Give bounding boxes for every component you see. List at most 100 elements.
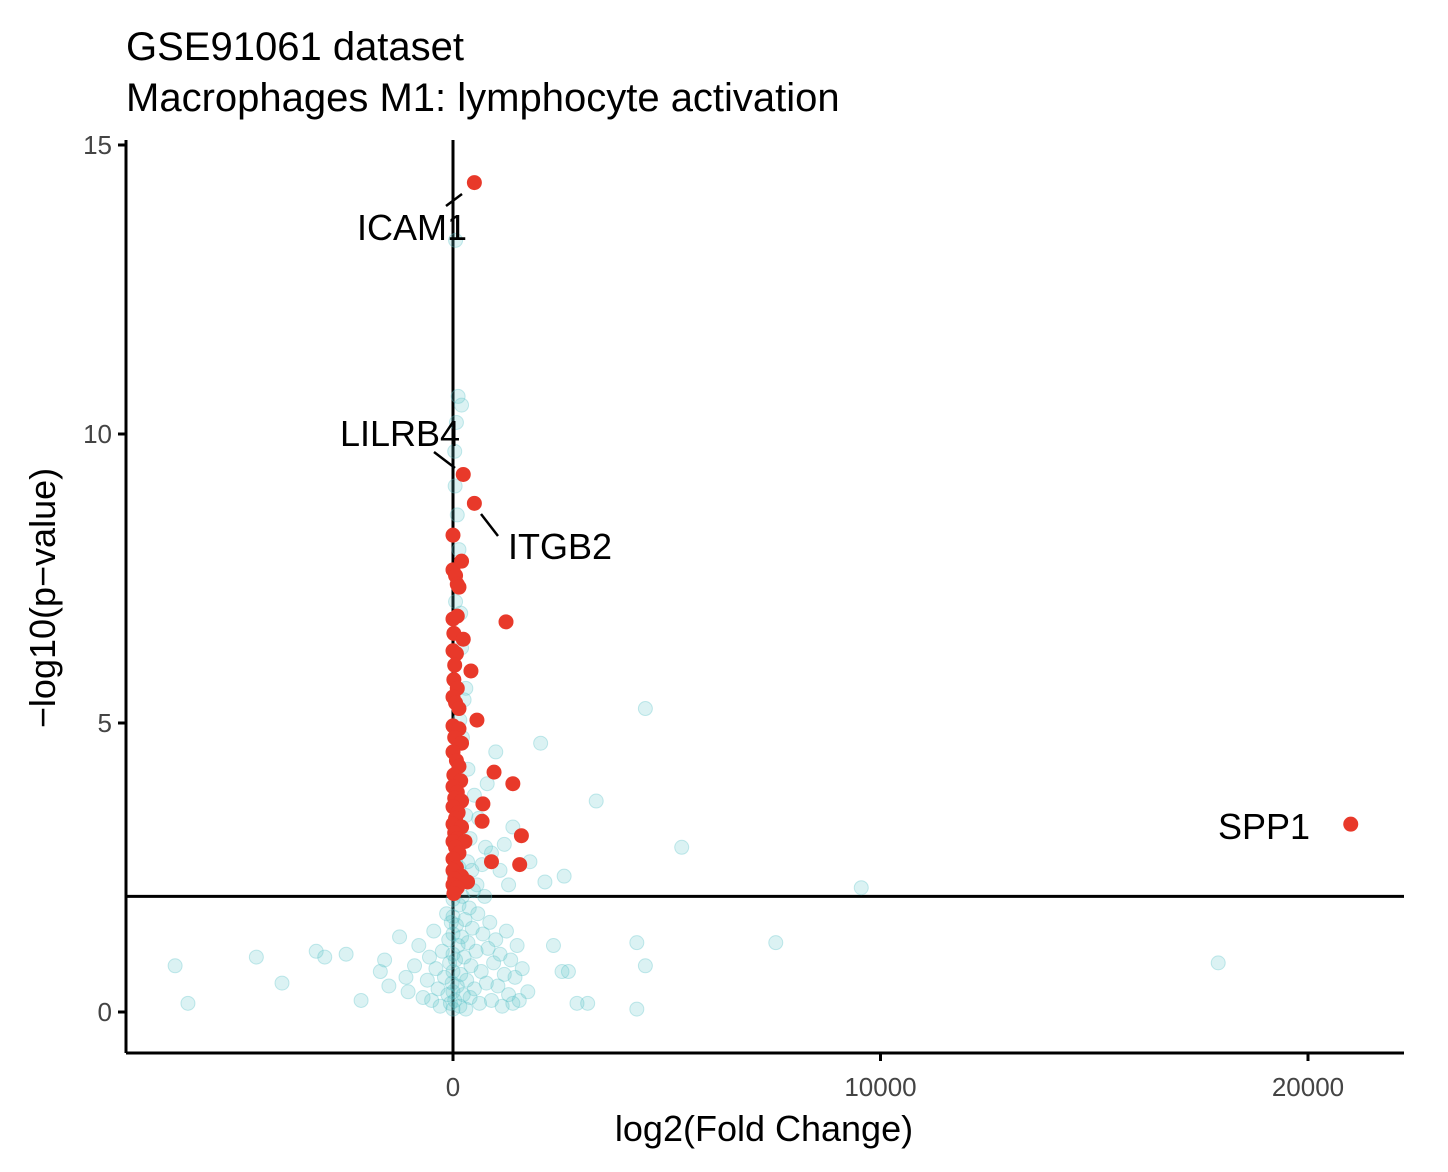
nonsignificant-point xyxy=(588,793,604,809)
nonsignificant-point xyxy=(629,1001,645,1017)
nonsignificant-point xyxy=(372,964,388,980)
nonsignificant-point xyxy=(637,958,653,974)
significant-point xyxy=(447,657,463,673)
nonsignificant-point xyxy=(445,926,461,942)
nonsignificant-point xyxy=(477,839,493,855)
nonsignificant-point xyxy=(180,995,196,1011)
nonsignificant-point xyxy=(494,998,510,1014)
nonsignificant-point xyxy=(448,952,464,968)
nonsignificant-point xyxy=(447,443,463,459)
significant-point xyxy=(455,631,471,647)
nonsignificant-point xyxy=(457,912,473,928)
nonsignificant-point xyxy=(338,946,354,962)
nonsignificant-point xyxy=(520,984,536,1000)
y-tick-label: 10 xyxy=(83,419,112,449)
y-tick-label: 15 xyxy=(83,130,112,160)
nonsignificant-point xyxy=(479,776,495,792)
nonsignificant-point xyxy=(392,929,408,945)
nonsignificant-point xyxy=(463,958,479,974)
nonsignificant-point xyxy=(441,932,457,948)
nonsignificant-point xyxy=(377,952,393,968)
nonsignificant-point xyxy=(496,966,512,982)
nonsignificant-point xyxy=(483,992,499,1008)
significant-point xyxy=(466,495,482,511)
x-axis-title: log2(Fold Change) xyxy=(615,1108,913,1149)
nonsignificant-point xyxy=(466,981,482,997)
gene-label-spp1: SPP1 xyxy=(1218,806,1310,847)
significant-point xyxy=(474,813,490,829)
nonsignificant-point xyxy=(419,972,435,988)
nonsignificant-point xyxy=(445,946,461,962)
x-tick-label: 10000 xyxy=(844,1072,916,1102)
nonsignificant-point xyxy=(505,995,521,1011)
nonsignificant-point xyxy=(637,701,653,717)
nonsignificant-point xyxy=(449,507,465,523)
nonsignificant-point xyxy=(507,969,523,985)
reference-lines xyxy=(126,140,1404,1053)
nonsignificant-point xyxy=(450,388,466,404)
nonsignificant-point xyxy=(447,992,463,1008)
significant-point xyxy=(455,466,471,482)
nonsignificant-point xyxy=(456,949,472,965)
significant-point xyxy=(498,614,514,630)
nonsignificant-point xyxy=(560,964,576,980)
nonsignificant-point xyxy=(411,938,427,954)
nonsignificant-point xyxy=(453,966,469,982)
nonsignificant-point xyxy=(428,961,444,977)
y-tick-label: 0 xyxy=(98,997,112,1027)
gene-label-lilrb4: LILRB4 xyxy=(340,413,460,454)
nonsignificant-point xyxy=(432,998,448,1014)
significant-point xyxy=(451,701,467,717)
nonsignificant-point xyxy=(381,978,397,994)
y-tick-label: 5 xyxy=(98,708,112,738)
x-tick-label: 0 xyxy=(446,1072,460,1102)
nonsignificant-point xyxy=(554,964,570,980)
nonsignificant-point xyxy=(454,929,470,945)
nonsignificant-point xyxy=(490,978,506,994)
nonsignificant-point xyxy=(461,900,477,916)
nonsignificant-point xyxy=(580,995,596,1011)
nonsignificant-point xyxy=(455,987,471,1003)
nonsignificant-point xyxy=(445,1001,461,1017)
nonsignificant-point xyxy=(462,990,478,1006)
nonsignificant-point xyxy=(556,868,572,884)
nonsignificant-point xyxy=(533,735,549,751)
annotation-leader-line xyxy=(445,193,463,207)
nonsignificant-point xyxy=(440,987,456,1003)
nonsignificant-point xyxy=(629,935,645,951)
nonsignificant-point xyxy=(398,969,414,985)
significant-point xyxy=(446,886,462,902)
nonsignificant-point xyxy=(445,909,461,925)
nonsignificant-point xyxy=(674,839,690,855)
annotation-leader-line xyxy=(480,513,499,537)
x-tick-label: 20000 xyxy=(1272,1072,1344,1102)
y-axis-title: −log10(p−value) xyxy=(22,468,63,728)
nonsignificant-point xyxy=(480,940,496,956)
nonsignificant-point xyxy=(511,992,527,1008)
nonsignificant-point xyxy=(509,938,525,954)
nonsignificant-point xyxy=(452,998,468,1014)
nonsignificant-point xyxy=(442,955,458,971)
nonsignificant-point xyxy=(473,964,489,980)
significant-point xyxy=(513,828,529,844)
nonsignificant-point xyxy=(317,949,333,965)
nonsignificant-point xyxy=(1210,955,1226,971)
nonsignificant-point xyxy=(439,906,455,922)
nonsignificant-point xyxy=(498,923,514,939)
nonsignificant-point xyxy=(400,984,416,1000)
nonsignificant-point xyxy=(167,958,183,974)
nonsignificant-point xyxy=(436,969,452,985)
significant-point xyxy=(469,712,485,728)
nonsignificant-point xyxy=(475,926,491,942)
chart-subtitle: Macrophages M1: lymphocyte activation xyxy=(126,76,840,120)
significant-point xyxy=(448,646,464,662)
nonsignificant-point xyxy=(424,992,440,1008)
nonsignificant-point xyxy=(430,981,446,997)
nonsignificant-point xyxy=(415,990,431,1006)
nonsignificant-point xyxy=(445,964,461,980)
nonsignificant-point xyxy=(434,943,450,959)
nonsignificant-point xyxy=(478,975,494,991)
significant-point xyxy=(505,776,521,792)
nonsignificant-point xyxy=(477,888,493,904)
